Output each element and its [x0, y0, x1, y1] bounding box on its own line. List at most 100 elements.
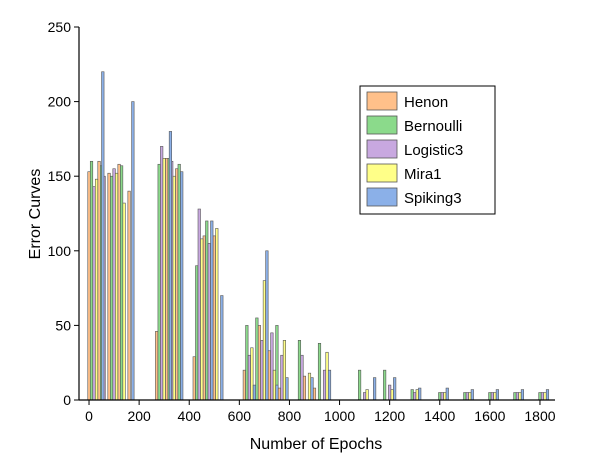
bar-spiking3-14	[418, 387, 422, 401]
bar-mira1-8	[262, 280, 266, 401]
bar-spiking3-18	[520, 389, 524, 401]
x-tick-label-0: 0	[85, 408, 93, 424]
bar-spiking3-10	[310, 377, 314, 401]
bar-mira1-10	[282, 340, 286, 401]
bar-mira1-4	[172, 175, 176, 401]
x-tick-label-1: 200	[127, 408, 151, 424]
legend: Henon Bernoulli Logistic3 Mira1 Spiking3	[359, 85, 496, 215]
axes-layer: 0 200 400 600 800 1000 1200 1400 1600 1800 0 50 100 1…	[48, 19, 556, 424]
bar-henon-8	[192, 356, 196, 401]
bar-mira1-12	[325, 351, 329, 401]
bar-bernoulli-8	[205, 220, 209, 401]
bar-spiking3-11	[327, 369, 332, 401]
bar-henon-10	[212, 235, 216, 401]
legend-swatch-mira1	[366, 163, 398, 183]
bar-bernoulli-14	[317, 342, 322, 401]
bar-bernoulli-6	[177, 163, 181, 401]
bar-logistic3-12	[322, 369, 327, 401]
bar-henon-7	[175, 168, 179, 401]
bars-layer	[87, 71, 550, 401]
bar-spiking3-0	[101, 71, 105, 401]
legend-swatch-henon	[366, 91, 398, 111]
bar-mira1-11	[307, 372, 312, 401]
legend-label-mira1: Mira1	[404, 166, 442, 183]
bar-henon-12	[257, 325, 261, 401]
y-tick-label-0: 0	[63, 392, 71, 408]
bar-logistic3-16	[440, 392, 444, 401]
x-tick-label-3: 600	[228, 408, 252, 424]
x-tick-label-9: 1800	[524, 408, 555, 424]
bar-mira1-2	[122, 202, 126, 401]
bar-logistic3-17	[465, 392, 469, 401]
bar-henon-16	[312, 387, 317, 401]
bar-henon-3	[117, 163, 121, 401]
bar-spiking3-9	[285, 377, 289, 401]
bar-logistic3-19	[515, 392, 519, 401]
legend-label-spiking3: Spiking3	[404, 190, 462, 207]
bar-henon-11	[242, 369, 246, 401]
bar-logistic3-2	[112, 168, 116, 401]
x-tick-label-2: 400	[178, 408, 202, 424]
bar-spiking3-17	[495, 389, 499, 401]
bar-mira1-20	[543, 392, 547, 401]
y-tick-label-4: 200	[48, 94, 72, 110]
bar-mira1-15	[415, 389, 419, 401]
bar-bernoulli-21	[513, 392, 517, 401]
bar-bernoulli-20	[488, 392, 492, 401]
bar-logistic3-15	[413, 392, 417, 401]
bar-bernoulli-18	[438, 392, 442, 401]
legend-label-logistic3: Logistic3	[404, 142, 463, 159]
bar-henon-0	[87, 171, 91, 401]
bar-bernoulli-10	[255, 317, 259, 401]
bar-bernoulli-16	[383, 369, 387, 401]
legend-swatch-bernoulli	[366, 115, 398, 135]
bar-henon-9	[202, 235, 206, 401]
bar-bernoulli-19	[463, 392, 467, 401]
bar-logistic3-5	[197, 208, 201, 401]
legend-swatch-spiking3	[366, 187, 398, 207]
bar-spiking3-5	[220, 295, 224, 401]
bar-henon-4	[127, 190, 131, 401]
bar-logistic3-18	[490, 392, 494, 401]
bar-mira1-6	[215, 228, 219, 401]
bar-logistic3-11	[300, 354, 304, 401]
bar-spiking3-3	[180, 171, 184, 401]
bar-logistic3-14	[388, 384, 392, 401]
bar-henon-14	[277, 387, 281, 401]
bar-mira1-9	[272, 369, 276, 401]
bar-bernoulli-0	[89, 160, 94, 401]
bar-mira1-3	[162, 158, 166, 401]
bar-logistic3-20	[540, 392, 545, 401]
bar-spiking3-12	[373, 377, 377, 401]
bar-bernoulli-9	[245, 325, 249, 401]
bar-bernoulli-7	[195, 265, 199, 401]
bar-bernoulli-17	[410, 389, 414, 401]
bar-bernoulli-3	[120, 165, 124, 401]
bar-spiking3-7	[265, 250, 269, 401]
bar-bernoulli-13	[297, 340, 302, 401]
bar-henon-15	[302, 375, 307, 401]
bar-spiking3-2	[168, 131, 173, 401]
bar-mira1-17	[468, 392, 472, 401]
bar-spiking3-19	[545, 389, 550, 401]
bar-logistic3-6	[207, 243, 211, 401]
bar-mira1-0	[94, 178, 99, 401]
bar-logistic3-8	[260, 340, 264, 401]
bar-mira1-18	[493, 392, 497, 401]
bar-logistic3-10	[280, 354, 284, 401]
bar-spiking3-4	[210, 220, 214, 401]
y-tick-label-2: 100	[48, 243, 72, 259]
bar-henon-5	[155, 331, 159, 401]
bar-spiking3-13	[393, 377, 397, 401]
y-axis-title: Error Curves	[27, 169, 44, 260]
x-tick-label-6: 1200	[374, 408, 405, 424]
bar-henon-6	[165, 158, 169, 401]
x-tick-label-7: 1400	[424, 408, 455, 424]
bar-henon-13	[267, 350, 271, 401]
x-tick-label-4: 800	[278, 408, 302, 424]
y-tick-label-1: 50	[55, 317, 71, 333]
bar-logistic3-0	[92, 186, 96, 401]
bar-mira1-7	[250, 347, 254, 401]
bar-spiking3-16	[470, 389, 474, 401]
